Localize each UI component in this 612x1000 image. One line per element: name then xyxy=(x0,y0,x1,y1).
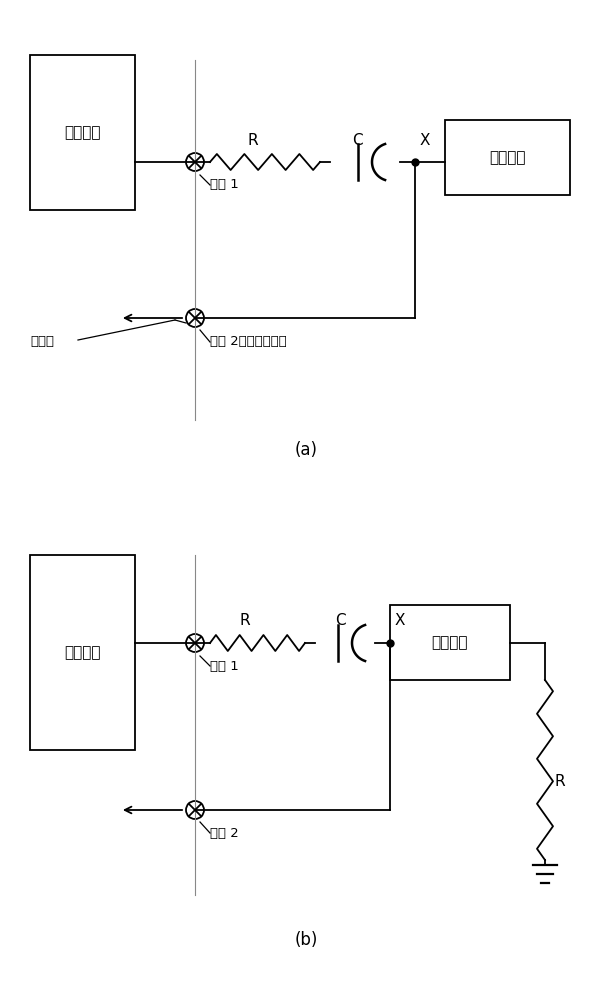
Bar xyxy=(390,605,510,680)
Text: 接脚 1: 接脚 1 xyxy=(210,178,239,191)
Text: 输出电路: 输出电路 xyxy=(64,125,101,140)
Text: (b): (b) xyxy=(294,931,318,949)
Text: 接脚 1: 接脚 1 xyxy=(210,660,239,673)
Text: R: R xyxy=(248,133,258,148)
Text: R: R xyxy=(240,613,250,628)
Text: 输出端口: 输出端口 xyxy=(489,150,526,165)
Text: X: X xyxy=(420,133,430,148)
Text: 输出电路: 输出电路 xyxy=(64,645,101,660)
Text: 接脚 2: 接脚 2 xyxy=(210,827,239,840)
Text: (a): (a) xyxy=(294,441,318,459)
Text: X: X xyxy=(395,613,406,628)
Bar xyxy=(445,120,570,195)
Text: R: R xyxy=(555,774,565,790)
Bar xyxy=(30,55,135,210)
Text: 接脚 2（额外接脚）: 接脚 2（额外接脚） xyxy=(210,335,287,348)
Text: 检测点: 检测点 xyxy=(30,335,54,348)
Bar xyxy=(30,555,135,750)
Text: C: C xyxy=(335,613,345,628)
Text: C: C xyxy=(352,133,362,148)
Text: 输出端口: 输出端口 xyxy=(431,635,468,650)
